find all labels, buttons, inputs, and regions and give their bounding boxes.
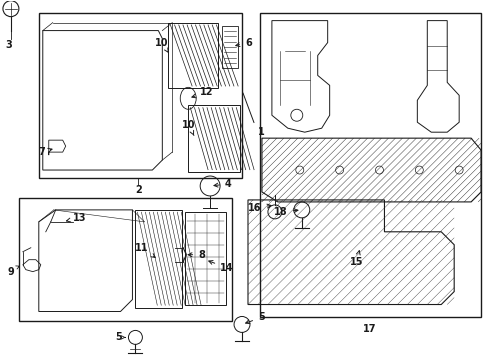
Bar — [222, 26, 238, 68]
Text: 8: 8 — [188, 250, 205, 260]
Text: 14: 14 — [209, 261, 234, 273]
Bar — [185, 212, 226, 305]
Text: 2: 2 — [135, 185, 142, 195]
Bar — [39, 13, 242, 178]
Text: 10: 10 — [155, 37, 169, 53]
Text: 7: 7 — [38, 147, 52, 157]
Text: 10: 10 — [182, 120, 196, 135]
Bar — [168, 23, 218, 88]
Text: 16: 16 — [248, 203, 271, 213]
Text: 6: 6 — [236, 37, 252, 48]
Bar — [260, 13, 481, 318]
Bar — [19, 198, 232, 321]
Text: 11: 11 — [135, 243, 155, 257]
Bar — [135, 210, 182, 307]
Text: 9: 9 — [7, 267, 14, 276]
Text: 15: 15 — [349, 251, 363, 267]
Text: 5: 5 — [116, 332, 122, 342]
Text: 1: 1 — [258, 127, 265, 137]
Text: 3: 3 — [5, 40, 12, 50]
Bar — [188, 105, 240, 172]
Text: 4: 4 — [214, 179, 232, 189]
Text: 12: 12 — [192, 87, 214, 98]
Text: 13: 13 — [67, 213, 86, 223]
Text: 18: 18 — [274, 207, 298, 217]
Text: 5: 5 — [245, 312, 265, 324]
Text: 17: 17 — [363, 324, 376, 334]
